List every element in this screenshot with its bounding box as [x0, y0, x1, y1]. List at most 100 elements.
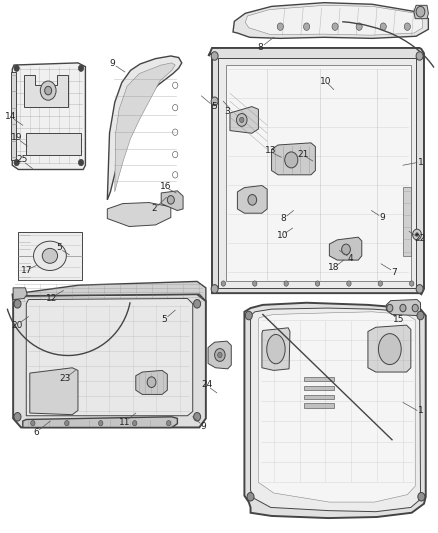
Text: 7: 7 — [391, 269, 397, 277]
Text: 1: 1 — [417, 406, 424, 415]
Circle shape — [78, 159, 84, 166]
Ellipse shape — [378, 334, 401, 365]
Text: 5: 5 — [56, 244, 62, 252]
Circle shape — [416, 52, 423, 60]
Circle shape — [240, 117, 244, 123]
Circle shape — [277, 23, 283, 30]
Circle shape — [78, 65, 84, 71]
Polygon shape — [403, 187, 411, 256]
Polygon shape — [329, 237, 362, 260]
Polygon shape — [107, 203, 171, 227]
Polygon shape — [115, 63, 175, 192]
Polygon shape — [386, 300, 420, 316]
Circle shape — [304, 23, 310, 30]
Circle shape — [14, 300, 21, 308]
Polygon shape — [262, 328, 290, 370]
Circle shape — [418, 492, 425, 501]
Circle shape — [31, 421, 35, 426]
Polygon shape — [244, 303, 426, 518]
Text: 9: 9 — [201, 422, 207, 431]
Polygon shape — [272, 143, 315, 175]
Circle shape — [65, 421, 69, 426]
Text: 5: 5 — [211, 102, 217, 111]
Text: 20: 20 — [12, 321, 23, 329]
Polygon shape — [13, 288, 27, 300]
Polygon shape — [251, 308, 420, 512]
Circle shape — [132, 421, 137, 426]
Polygon shape — [12, 63, 85, 169]
Text: 19: 19 — [11, 133, 22, 142]
Text: 8: 8 — [258, 44, 264, 52]
Ellipse shape — [267, 335, 285, 364]
Circle shape — [416, 285, 423, 293]
Circle shape — [14, 413, 21, 421]
Text: 13: 13 — [265, 146, 276, 155]
Polygon shape — [208, 341, 231, 369]
Polygon shape — [226, 65, 411, 281]
Circle shape — [40, 81, 56, 100]
Text: 22: 22 — [414, 235, 425, 243]
Text: 10: 10 — [320, 77, 331, 85]
Bar — [11, 72, 16, 160]
Text: 9: 9 — [379, 213, 385, 222]
Polygon shape — [24, 75, 68, 107]
Text: 6: 6 — [33, 429, 39, 437]
Circle shape — [147, 377, 156, 387]
Polygon shape — [12, 281, 206, 304]
Polygon shape — [26, 133, 81, 155]
Circle shape — [342, 244, 350, 255]
Text: 9: 9 — [110, 60, 116, 68]
Circle shape — [253, 281, 257, 286]
Circle shape — [387, 304, 393, 312]
Text: 16: 16 — [160, 182, 171, 191]
Polygon shape — [230, 107, 258, 133]
Text: 24: 24 — [201, 381, 212, 389]
Circle shape — [404, 23, 410, 30]
Circle shape — [284, 281, 288, 286]
Polygon shape — [161, 191, 183, 211]
Circle shape — [221, 281, 226, 286]
Circle shape — [14, 65, 19, 71]
Polygon shape — [237, 185, 267, 213]
Circle shape — [194, 300, 201, 308]
Text: 11: 11 — [119, 418, 131, 426]
Circle shape — [215, 349, 225, 361]
Circle shape — [412, 304, 418, 312]
Text: 10: 10 — [277, 231, 288, 240]
Text: 23: 23 — [59, 374, 71, 383]
Circle shape — [417, 311, 424, 320]
Polygon shape — [18, 232, 82, 280]
Polygon shape — [304, 403, 334, 408]
Circle shape — [14, 159, 19, 166]
Circle shape — [380, 23, 386, 30]
Circle shape — [245, 311, 252, 320]
Text: 25: 25 — [16, 156, 28, 164]
Text: 2: 2 — [152, 205, 157, 213]
Circle shape — [415, 232, 419, 237]
Circle shape — [356, 23, 362, 30]
Polygon shape — [304, 394, 334, 399]
Circle shape — [99, 421, 103, 426]
Polygon shape — [136, 370, 167, 394]
Polygon shape — [13, 294, 206, 427]
Circle shape — [315, 281, 320, 286]
Text: 14: 14 — [5, 112, 17, 120]
Circle shape — [211, 285, 218, 293]
Circle shape — [400, 304, 406, 312]
Polygon shape — [26, 298, 193, 416]
Ellipse shape — [34, 241, 67, 271]
Text: 15: 15 — [393, 316, 404, 324]
Circle shape — [410, 281, 414, 286]
Polygon shape — [208, 48, 424, 294]
Text: 4: 4 — [348, 254, 353, 263]
Circle shape — [237, 114, 247, 126]
Polygon shape — [23, 417, 177, 427]
Text: 1: 1 — [417, 158, 424, 167]
Text: 5: 5 — [161, 316, 167, 324]
Circle shape — [248, 195, 257, 205]
Circle shape — [378, 281, 382, 286]
Circle shape — [194, 413, 201, 421]
Text: 17: 17 — [21, 266, 32, 275]
Circle shape — [332, 23, 338, 30]
Text: 21: 21 — [298, 150, 309, 159]
